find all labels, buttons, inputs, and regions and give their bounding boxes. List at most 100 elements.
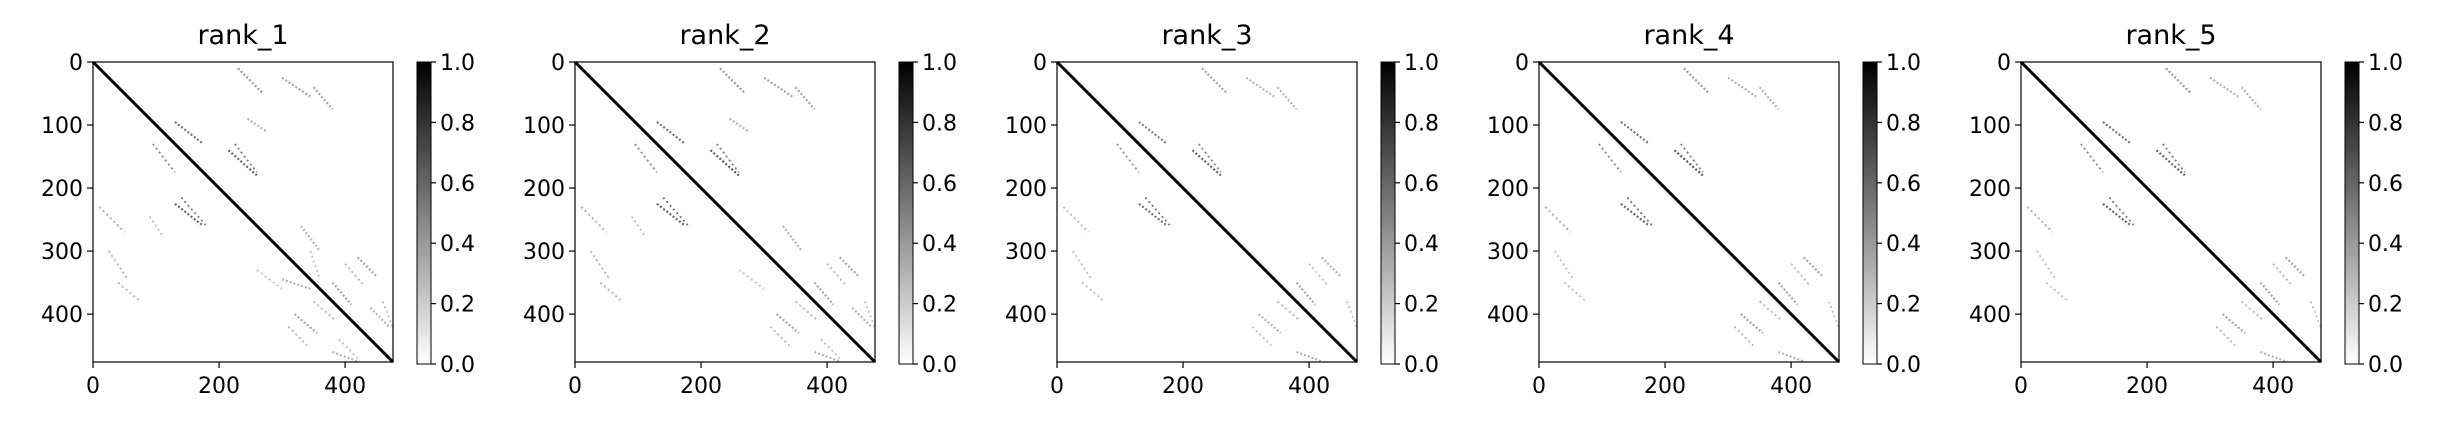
contact-segment-sym [590,250,611,280]
plot-frame [574,61,876,363]
x-tick-label: 0 [1050,374,1064,399]
chart-title: rank_5 [2125,20,2216,51]
y-tick-label: 0 [551,51,565,76]
plot-frame [1056,61,1358,363]
y-tick-label: 0 [69,51,83,76]
contact-segment-sym [2036,250,2057,280]
contact-segment [2284,256,2306,278]
panel-1: rank_1 0 200 400 0 100 200 300 400 0.0 0.2 0.4 0.6 0.… [41,20,475,399]
x-tick-label: 200 [680,374,722,399]
chart-title: rank_3 [1161,20,1252,51]
contact-segment-sym [1554,250,1575,280]
colorbar-tick-label: 0.4 [1886,232,1921,257]
y-tick-label: 400 [523,303,565,328]
plot-frame [2020,61,2322,363]
colorbar-tick-label: 1.0 [1886,51,1921,76]
contact-segment-sym [2026,206,2054,233]
colorbar-tick-label: 0.2 [1404,293,1439,318]
contact-segment [293,313,318,334]
contact-segment [763,76,794,98]
contact-segment [814,350,841,363]
y-tick-label: 0 [1515,51,1529,76]
contact-segment [237,67,264,95]
contact-segment [1201,67,1228,95]
panel-4: rank_4 0 200 400 0 100 200 300 400 0.0 0.2 0.4 0.6 0.… [1487,20,1921,399]
colorbar [1380,61,1396,365]
contact-segment-sym [634,143,658,173]
panel-5: rank_5 0 200 400 0 100 200 300 400 0.0 0.2 0.4 0.6 0.… [1969,20,2403,399]
contact-segment [1320,256,1342,278]
contact-segment [369,307,390,328]
colorbar-tick-label: 1.0 [922,51,957,76]
colorbar-tick-label: 1.0 [2368,51,2403,76]
contact-segment-sym [662,196,690,227]
colorbar-tick-label: 0.0 [922,353,957,378]
colorbar-tick-label: 0.6 [440,172,475,197]
x-tick-label: 400 [806,374,848,399]
contact-map [1062,67,1358,363]
contact-segment [838,256,860,278]
colorbar-tick-label: 0.0 [1404,353,1439,378]
y-tick-label: 300 [523,240,565,265]
contact-segment [2240,86,2262,110]
contact-segment-sym [1116,143,1140,173]
colorbar-tick-label: 0.4 [2368,232,2403,257]
contact-segment [2209,76,2240,98]
chart-title: rank_2 [679,20,770,51]
contact-segment [2102,121,2132,145]
contact-segment-sym [180,196,208,227]
contact-segment [1138,202,1168,227]
contact-segment [2221,313,2246,334]
colorbar-tick-label: 0.8 [1404,111,1439,136]
x-tick-label: 0 [2014,374,2028,399]
contact-map [1544,67,1840,363]
colorbar-tick-label: 0.8 [440,111,475,136]
y-tick-label: 400 [1005,303,1047,328]
colorbar-tick-label: 0.2 [440,293,475,318]
panel-2: rank_2 0 200 400 0 100 200 300 400 0.0 0.2 0.4 0.6 0.… [523,20,957,399]
colorbar-tick-label: 0.2 [922,293,957,318]
contact-segment [281,76,312,98]
contact-segment-sym [98,206,126,233]
colorbar-tick-label: 0.4 [440,232,475,257]
contact-segment [2102,202,2132,227]
y-tick-label: 200 [1487,177,1529,202]
contact-segment-sym [1198,143,1222,173]
y-tick-label: 100 [1487,114,1529,139]
y-tick-label: 400 [1487,303,1529,328]
contact-map [98,67,394,363]
contact-segment [1620,202,1650,227]
contact-segment [1138,121,1168,145]
colorbar-tick-label: 0.8 [2368,111,2403,136]
plot-frame [92,61,394,363]
contact-segment-sym [108,250,129,280]
contact-segment-sym [2108,196,2136,227]
x-tick-label: 400 [1288,374,1330,399]
y-tick-label: 300 [1005,240,1047,265]
contact-segment [719,67,746,95]
x-tick-label: 0 [568,374,582,399]
colorbar-tick-label: 0.0 [1886,353,1921,378]
colorbar-tick-label: 0.8 [1886,111,1921,136]
contact-segment-sym [738,269,765,290]
diagonal [91,60,395,364]
contact-segment [356,256,378,278]
colorbar-tick-label: 1.0 [1404,51,1439,76]
contact-segment [1802,256,1824,278]
y-tick-label: 400 [41,303,83,328]
contact-segment [331,281,353,306]
contact-segment-sym [2080,143,2104,173]
colorbar-tick-label: 0.4 [1404,232,1439,257]
y-tick-label: 200 [523,177,565,202]
x-tick-label: 400 [324,374,366,399]
contact-segment [1777,281,1799,306]
contact-segment-sym [716,143,740,173]
contact-segment [1296,350,1323,363]
y-tick-label: 300 [1487,240,1529,265]
colorbar-tick-label: 1.0 [440,51,475,76]
contact-segment [312,86,334,110]
y-tick-label: 400 [1969,303,2011,328]
contact-segment-sym [256,269,283,290]
contact-segment [1758,86,1780,110]
